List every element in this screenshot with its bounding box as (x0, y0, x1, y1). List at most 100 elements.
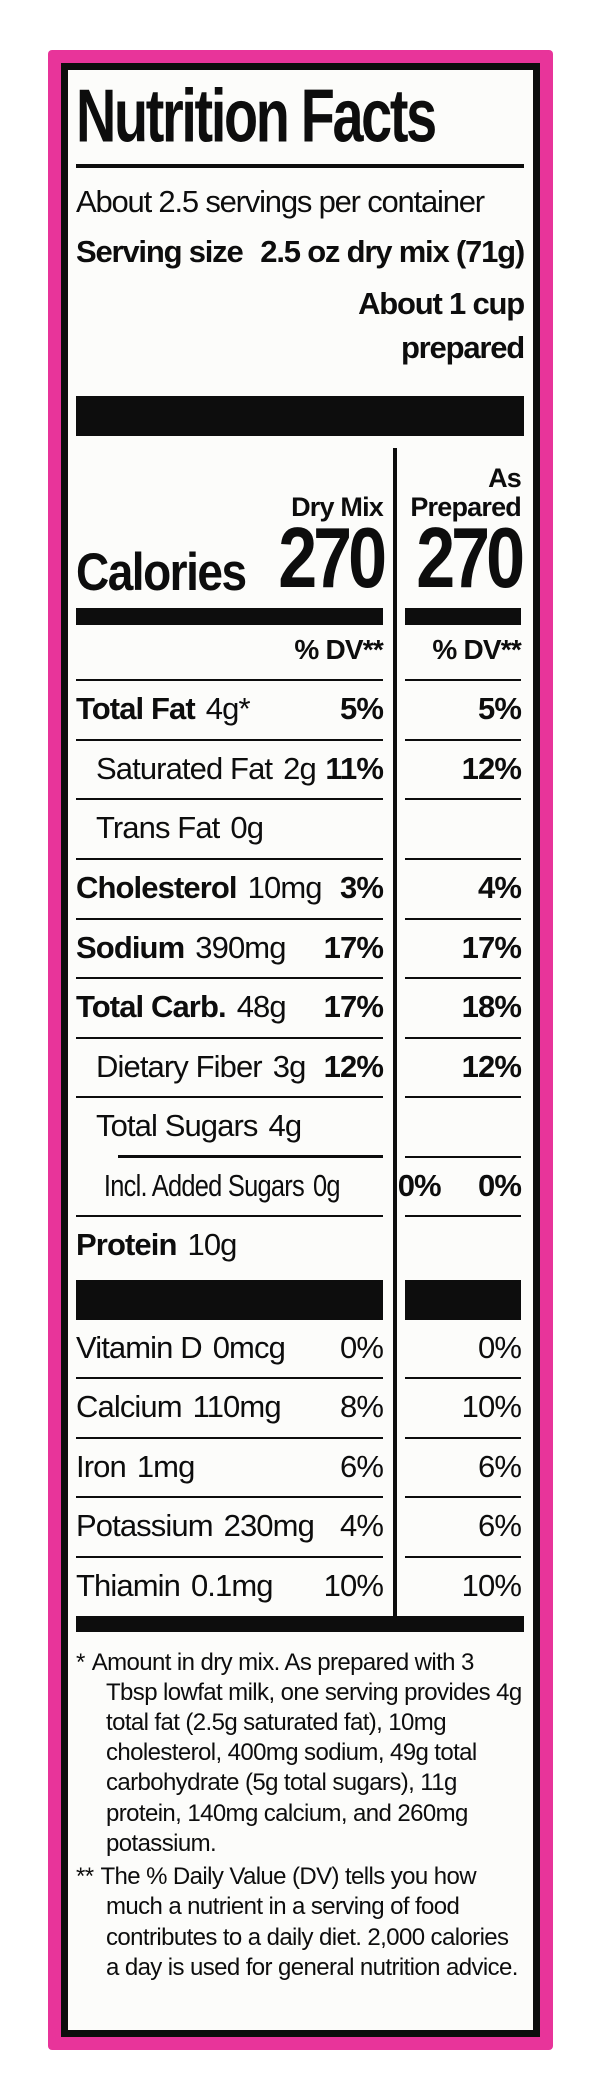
nutrient-cell-as-prepared: 6% (405, 1436, 522, 1497)
column-header-dry-mix: Dry Mix (291, 491, 384, 522)
serving-size-alt-line1: About 1 cup (358, 285, 525, 321)
nutrient-cell-dry-mix: Total Sugars 4g (76, 1096, 383, 1156)
dv-dry-mix: 0% (397, 1167, 442, 1203)
nutrient-row: Vitamin D 0mcg 0% 0% (76, 1320, 524, 1378)
nutrient-row: Incl. Added Sugars 0g 0% 0% (76, 1155, 524, 1216)
dv-as-prepared: 0% (477, 1329, 522, 1365)
nutrient-name: Dietary Fiber (96, 1048, 263, 1084)
serving-size-alt: About 1 cup prepared (76, 282, 525, 370)
nutrient-row: Sodium 390mg 17% 17% (76, 917, 524, 978)
dv-as-prepared: 18% (461, 989, 522, 1025)
nutrient-name-amount: Total Fat 4g* (76, 691, 251, 727)
nutrient-name-amount: Trans Fat 0g (76, 810, 264, 846)
nutrient-row: Total Sugars 4g (76, 1096, 524, 1156)
section-bar-middle-row (76, 1279, 524, 1320)
nutrient-amount: 3g (272, 1048, 307, 1084)
nutrient-amount: 0.1mg (190, 1568, 274, 1603)
nutrient-cell-dry-mix: Saturated Fat 2g 11% (76, 738, 384, 799)
nutrition-label-panel: Nutrition Facts About 2.5 servings per c… (61, 63, 540, 2037)
dv-as-prepared: 12% (461, 1048, 522, 1084)
nutrient-cell-dry-mix: Total Fat 4g* 5% (76, 679, 384, 739)
nutrient-row: Total Carb. 48g 17% 18% (76, 977, 524, 1037)
nutrient-row: Cholesterol 10mg 3% 4% (76, 857, 524, 918)
nutrition-label-pink-border: Nutrition Facts About 2.5 servings per c… (48, 50, 553, 2050)
nutrient-row: Protein 10g (76, 1215, 524, 1275)
nutrient-cell-as-prepared (405, 1215, 521, 1275)
nutrient-cell-dry-mix: Cholesterol 10mg 3% (76, 857, 384, 918)
dv-as-prepared: 17% (461, 929, 522, 965)
nutrient-row: Potassium 230mg 4% 6% (76, 1496, 524, 1556)
nutrient-cell-as-prepared: 12% (405, 1036, 522, 1097)
main-nutrient-rows: Total Fat 4g* 5% 5% Saturated Fat 2g 11% 12% Tra… (76, 679, 524, 1274)
dv-dry-mix: 17% (323, 989, 384, 1025)
calories-right-cell: 270 (405, 515, 525, 600)
calories-underline-row (76, 608, 524, 626)
nutrient-name: Total Fat (76, 691, 196, 727)
nutrient-name: Vitamin D (76, 1329, 203, 1365)
nutrient-name: Sodium (76, 929, 185, 965)
nutrient-name: Thiamin (76, 1568, 181, 1603)
nutrient-name-amount: Sodium 390mg (76, 929, 286, 965)
nutrient-cell-dry-mix: Sodium 390mg 17% (76, 917, 384, 978)
dv-dry-mix: 3% (339, 869, 384, 905)
nutrient-cell-dry-mix: Trans Fat 0g (76, 798, 383, 858)
calories-label: Calories (76, 541, 247, 602)
footnote: ** The % Daily Value (DV) tells you how m… (76, 1862, 524, 1983)
serving-size-label: Serving size (76, 233, 244, 269)
column-header-row: Dry Mix As Prepared (76, 448, 524, 522)
nutrient-amount: 230mg (223, 1508, 315, 1544)
section-bar-middle-as-prepared (405, 1279, 521, 1320)
nutrient-name-amount: Cholesterol 10mg (76, 871, 322, 905)
daily-value-header-row: % DV** % DV** (76, 625, 524, 679)
section-bar-middle-dry-mix (76, 1279, 383, 1320)
servings-per-container: About 2.5 servings per container (76, 183, 485, 219)
nutrient-row: Trans Fat 0g (76, 798, 524, 858)
nutrient-cell-as-prepared: 18% (405, 977, 522, 1037)
nutrient-amount: 10g (187, 1227, 238, 1263)
dv-as-prepared: 4% (477, 869, 522, 905)
calories-left-cell: Calories 270 (76, 515, 387, 602)
nutrient-name-amount: Dietary Fiber 3g (76, 1048, 307, 1084)
nutrient-name-amount: Potassium 230mg (76, 1508, 315, 1544)
nutrient-amount: 0mcg (212, 1329, 286, 1365)
nutrient-name: Incl. Added Sugars (103, 1167, 305, 1203)
nutrient-row: Total Fat 4g* 5% 5% (76, 679, 524, 739)
nutrient-cell-dry-mix: Vitamin D 0mcg 0% (76, 1320, 384, 1378)
dv-as-prepared: 12% (461, 750, 522, 786)
calories-underline-dry-mix (76, 608, 383, 626)
label-title: Nutrition Facts (76, 74, 437, 158)
footnote-marker: ** (76, 1863, 94, 1891)
dv-dry-mix: 17% (323, 929, 384, 965)
nutrient-cell-dry-mix: Potassium 230mg 4% (76, 1496, 384, 1556)
nutrient-name: Total Carb. (76, 989, 227, 1025)
nutrient-cell-as-prepared: 0% (405, 1320, 522, 1378)
nutrient-cell-dry-mix: Protein 10g (76, 1215, 383, 1275)
section-bar-bottom (76, 1615, 524, 1632)
nutrient-name: Saturated Fat (96, 750, 273, 786)
dv-dry-mix: 4% (339, 1508, 384, 1544)
nutrient-cell-as-prepared: 4% (405, 857, 522, 918)
serving-size-value: 2.5 oz dry mix (71g) (260, 233, 525, 269)
nutrient-cell-as-prepared: 10% (405, 1556, 522, 1616)
nutrient-cell-dry-mix: Dietary Fiber 3g 12% (76, 1036, 384, 1097)
dv-header-as-prepared: % DV** (432, 634, 521, 666)
dv-header-dry-mix: % DV** (294, 634, 383, 666)
nutrient-amount: 0g (230, 810, 264, 846)
nutrient-name-amount: Total Sugars 4g (76, 1110, 302, 1143)
nutrient-amount: 1mg (136, 1448, 196, 1484)
nutrient-amount: 0g (313, 1167, 341, 1203)
nutrient-cell-dry-mix: Thiamin 0.1mg 10% (76, 1556, 384, 1616)
nutrient-amount: 4g* (205, 691, 251, 727)
nutrient-cell-as-prepared: 5% (405, 679, 522, 739)
dv-dry-mix: 0% (339, 1329, 384, 1365)
nutrient-cell-as-prepared: 10% (405, 1377, 522, 1437)
calories-row: Calories 270 270 (76, 515, 525, 602)
nutrient-name-amount: Protein 10g (76, 1229, 237, 1262)
dv-dry-mix: 11% (325, 750, 384, 786)
footnotes: * Amount in dry mix. As prepared with 3 T… (76, 1648, 524, 1984)
nutrient-row: Calcium 110mg 8% 10% (76, 1377, 524, 1437)
nutrient-row: Thiamin 0.1mg 10% 10% (76, 1556, 524, 1616)
nutrient-name-amount: Saturated Fat 2g (76, 750, 317, 786)
dv-dry-mix: 5% (339, 691, 384, 727)
nutrient-amount: 110mg (192, 1389, 282, 1425)
